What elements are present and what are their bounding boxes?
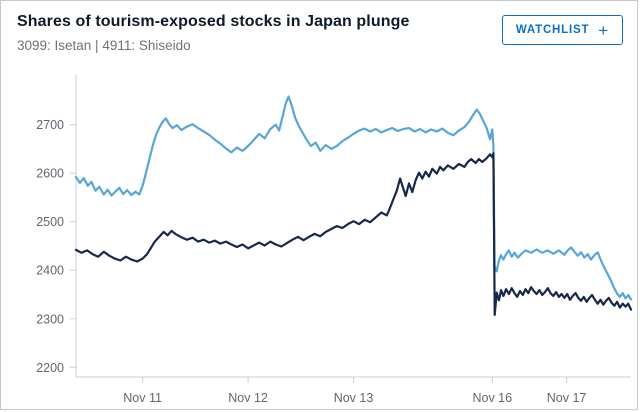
chart-header: Shares of tourism-exposed stocks in Japa…: [1, 1, 637, 69]
x-tick-label: Nov 17: [547, 391, 587, 405]
x-tick-label: Nov 13: [334, 391, 374, 405]
chart-subtitle: 3099: Isetan | 4911: Shiseido: [17, 38, 191, 53]
y-tick-label: 2600: [36, 167, 64, 181]
light-blue-series-line: [74, 95, 633, 301]
x-tick-label: Nov 12: [228, 391, 268, 405]
navy-series-line: [74, 152, 633, 316]
x-tick-label: Nov 16: [472, 391, 512, 405]
y-tick-label: 2500: [36, 215, 64, 229]
watchlist-button[interactable]: WATCHLIST +: [501, 15, 623, 45]
header-text: Shares of tourism-exposed stocks in Japa…: [17, 13, 409, 53]
plus-icon: +: [598, 20, 609, 40]
chart-title: Shares of tourism-exposed stocks in Japa…: [17, 13, 410, 30]
line-chart: 2200 2300 2400 2500 2600 2700 Nov 11 Nov 12 Nov …: [36, 75, 633, 405]
y-tick-label: 2300: [36, 312, 64, 326]
y-tick-label: 2700: [36, 118, 64, 132]
y-tick-label: 2400: [36, 264, 64, 278]
x-tick-label: Nov 11: [123, 391, 162, 405]
y-tick-label: 2200: [36, 361, 64, 375]
watchlist-button-label: WATCHLIST: [515, 24, 590, 36]
